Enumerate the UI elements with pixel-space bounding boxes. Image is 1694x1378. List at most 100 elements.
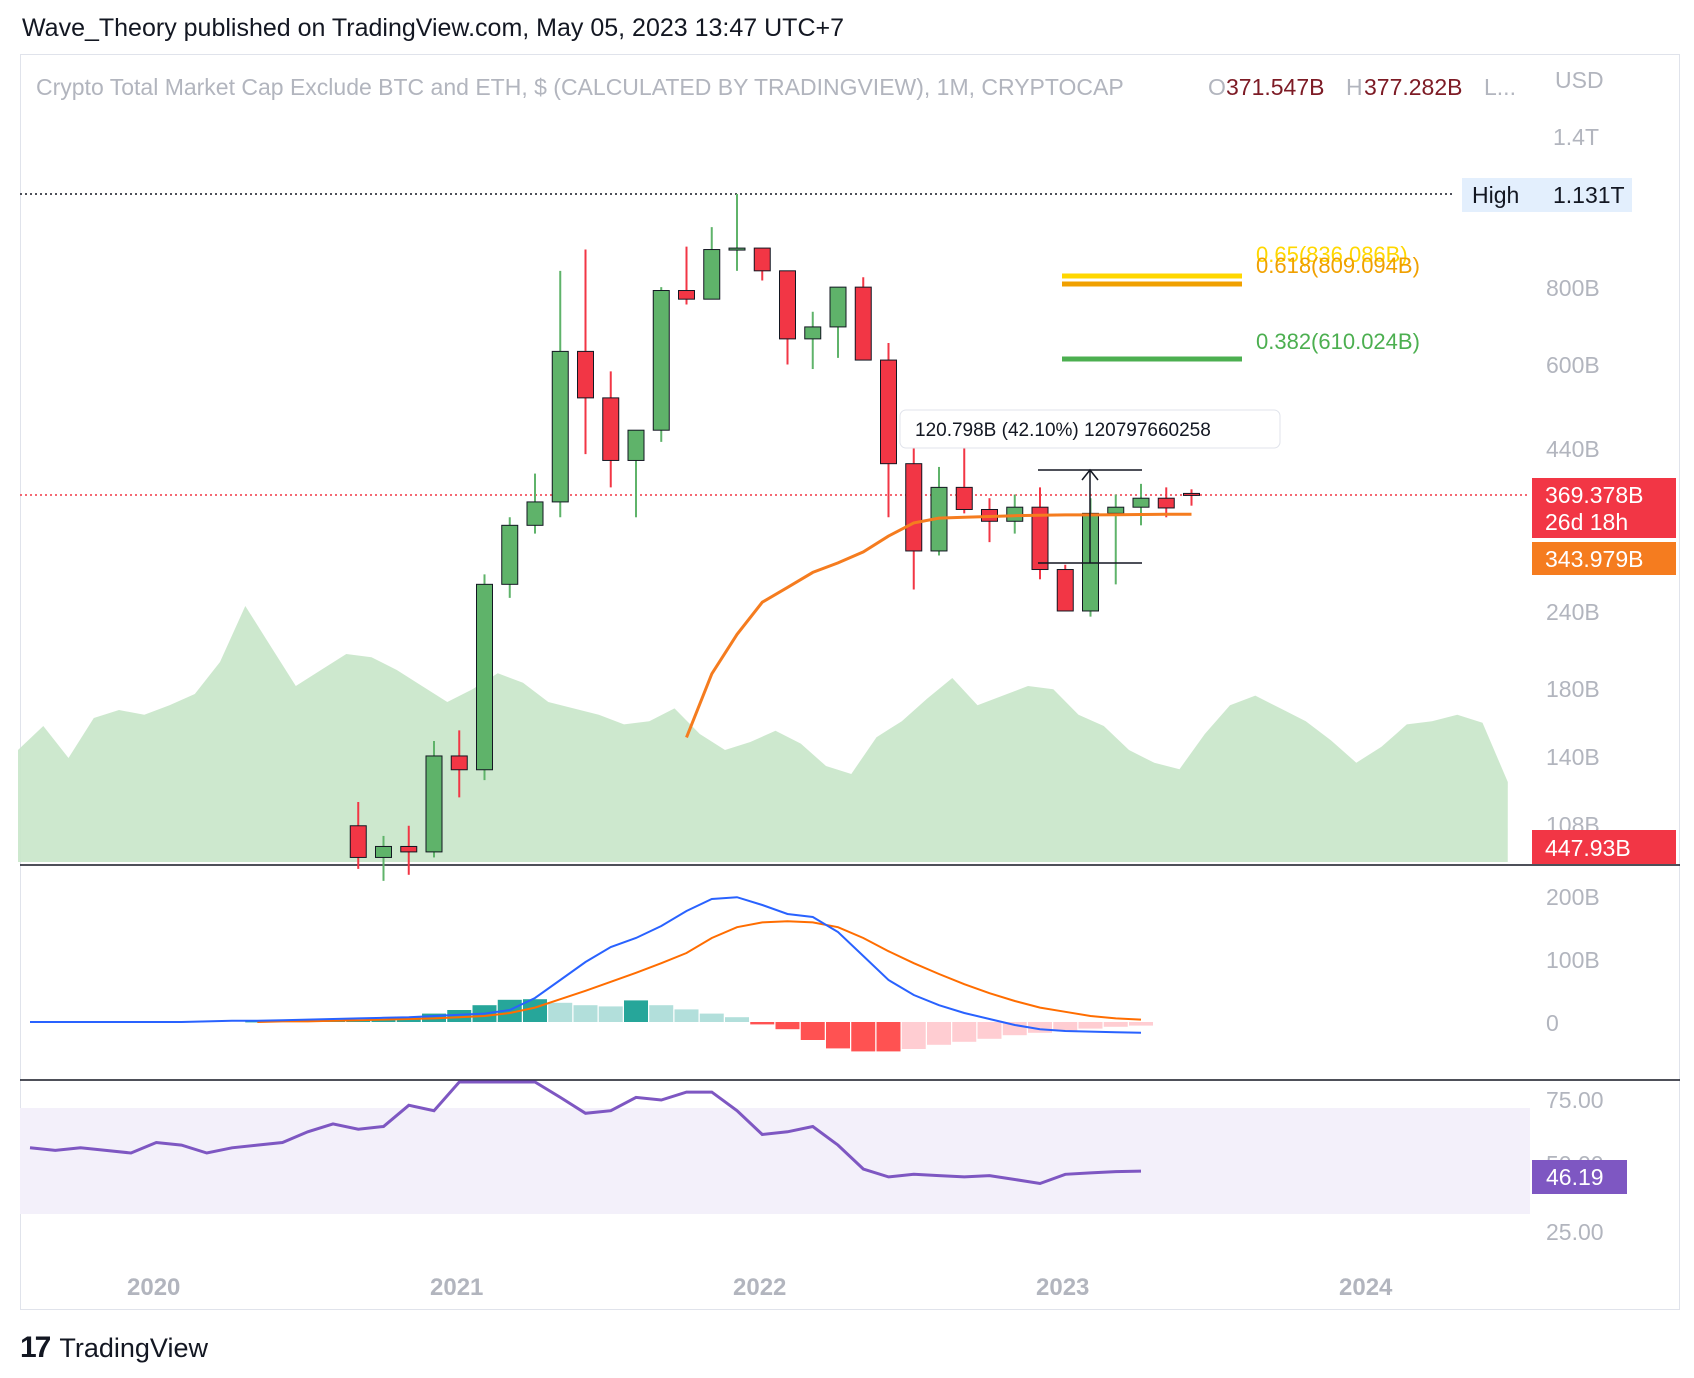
macd-histogram-bar (725, 1017, 749, 1022)
pane-separators (20, 864, 1680, 1081)
candlesticks[interactable] (349, 194, 1200, 881)
candle-body (450, 755, 468, 771)
candle-body (501, 524, 519, 585)
macd-histogram-bar (851, 1022, 876, 1052)
tradingview-logo-icon: 17 (20, 1331, 51, 1364)
volume-badge-value: 447.93B (1545, 835, 1631, 861)
macd-histogram-bar (952, 1022, 977, 1042)
candle-body (880, 359, 897, 465)
brand-name: TradingView (59, 1332, 208, 1363)
candle-body (400, 845, 418, 853)
time-tick: 2020 (127, 1274, 180, 1301)
candle-body (1183, 492, 1200, 496)
candle-body (779, 270, 796, 340)
macd-histogram-bar (901, 1022, 926, 1049)
macd-histogram-bar (649, 1005, 674, 1022)
volume-badge (1532, 830, 1676, 864)
time-axis[interactable]: 2020 2021 2022 2023 2024 (127, 1274, 1393, 1301)
volume-histogram (18, 606, 1508, 862)
candle-body (627, 429, 645, 461)
candle-body (804, 326, 822, 340)
price-tick: 1.4T (1553, 124, 1599, 150)
macd-histogram-bar (876, 1022, 901, 1052)
macd-signal-line (257, 920, 1142, 1023)
candle-body (753, 247, 771, 272)
candle-body (476, 583, 493, 771)
macd-line (30, 896, 1142, 1034)
rsi-line[interactable] (29, 1080, 1142, 1186)
candle-body (1132, 497, 1150, 508)
macd-histogram-bar (927, 1022, 951, 1045)
axis-badges: High 1.131T 369.378B 26d 18h 343.979B 44… (1462, 178, 1676, 1194)
candle-body (703, 249, 721, 300)
ma-badge-value: 343.979B (1545, 546, 1643, 572)
macd-histogram-bar (977, 1022, 1002, 1039)
price-tick: 800B (1546, 275, 1600, 301)
open-value: 371.547B (1226, 74, 1324, 100)
candle-body (955, 486, 973, 510)
candle-body (652, 290, 670, 431)
price-tick: 140B (1546, 744, 1600, 770)
macd-histogram-bar (750, 1022, 775, 1025)
fib-0618-label: 0.618(809.094B) (1256, 253, 1420, 278)
price-axis[interactable]: USD 1.4T 800B 600B 440B 240B 180B 140B 1… (1546, 67, 1604, 1245)
macd-histogram-bar (624, 1000, 648, 1022)
rsi-badge (1532, 1160, 1627, 1194)
price-tick: 440B (1546, 436, 1600, 462)
measure-box (899, 409, 1281, 449)
candle-body (1107, 506, 1125, 514)
footer-brand[interactable]: 17 TradingView (20, 1328, 208, 1368)
macd-histogram-bar (447, 1010, 472, 1022)
high-badge-value: 1.131T (1553, 182, 1625, 208)
price-tick: 180B (1546, 676, 1600, 702)
fib-levels[interactable]: 0.65(836.086B) 0.618(809.094B) 0.382(610… (1062, 242, 1420, 362)
chart-frame[interactable] (20, 54, 1680, 1310)
moving-average-line[interactable] (685, 512, 1192, 738)
open-label: O (1208, 74, 1226, 100)
publish-header: Wave_Theory published on TradingView.com… (22, 14, 844, 42)
macd-histogram-bar (245, 1021, 270, 1023)
rsi-badge-value: 46.19 (1546, 1164, 1604, 1190)
macd-histogram-bar (1078, 1022, 1103, 1029)
time-tick: 2024 (1339, 1274, 1393, 1301)
fib-065-label: 0.65(836.086B) (1256, 242, 1408, 267)
measure-text: 120.798B (42.10%) 120797660258 (915, 420, 1211, 441)
candle-body (728, 247, 746, 251)
candle-body (854, 286, 872, 361)
macd-tick: 100B (1546, 947, 1600, 973)
high-label-legend: H (1346, 74, 1363, 100)
price-tick: 240B (1546, 599, 1600, 625)
time-tick: 2023 (1036, 1274, 1089, 1301)
candle-body (678, 290, 695, 300)
macd-tick: 200B (1546, 884, 1600, 910)
legend-ellipsis: L... (1484, 74, 1516, 100)
rsi-band (20, 1108, 1530, 1214)
macd-histogram-bar (674, 1009, 699, 1022)
price-tick: 600B (1546, 352, 1600, 378)
macd-histogram-bar (1028, 1022, 1052, 1033)
currency-label: USD (1555, 67, 1604, 93)
macd-histogram-bar (775, 1022, 800, 1030)
candle-body (375, 845, 392, 858)
high-value-legend: 377.282B (1364, 74, 1462, 100)
candle-body (829, 286, 847, 328)
macd-histogram-bar (826, 1022, 850, 1049)
macd-histogram-bar (800, 1022, 825, 1040)
time-tick: 2022 (733, 1274, 786, 1301)
chart-canvas[interactable]: 0.65(836.086B) 0.618(809.094B) 0.382(610… (0, 0, 1694, 1320)
candle-body (1056, 569, 1074, 612)
macd-histogram-bar (699, 1013, 724, 1022)
macd-histogram-bar (548, 1002, 573, 1022)
last-price-value: 369.378B (1545, 482, 1643, 508)
measure-tool[interactable]: 120.798B (42.10%) 120797660258 (899, 409, 1281, 564)
macd-histogram-bar (598, 1006, 623, 1022)
macd-pane[interactable] (30, 896, 1153, 1052)
countdown-value: 26d 18h (1545, 509, 1628, 535)
macd-histogram-bar (1129, 1022, 1153, 1026)
volume-area (18, 606, 1508, 862)
legend[interactable]: Crypto Total Market Cap Exclude BTC and … (36, 74, 1516, 100)
symbol-title: Crypto Total Market Cap Exclude BTC and … (36, 74, 1124, 100)
high-badge-bg (1462, 178, 1632, 212)
candle-body (526, 501, 544, 526)
candle-body (1157, 497, 1175, 509)
